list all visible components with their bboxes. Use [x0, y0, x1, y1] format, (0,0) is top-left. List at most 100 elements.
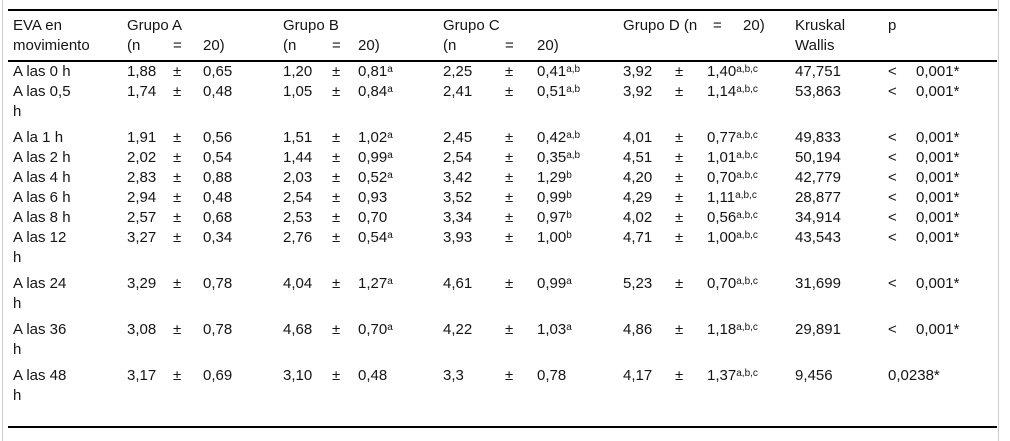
kruskal-wallis-value: 47,751: [795, 63, 841, 80]
plus-minus-sign: ±: [173, 321, 182, 338]
group-a-sd: 0,65: [203, 61, 283, 82]
grupo-b-equals-sign: =: [332, 37, 341, 54]
group-a-sd-value: 0,78: [203, 275, 233, 292]
group-b-sd-superscript: a: [387, 230, 393, 241]
group-d-mean: 4,71: [623, 229, 653, 246]
group-d-sd: 1,00a,b,c: [707, 228, 795, 274]
group-d-sd: 1,18a,b,c: [707, 320, 795, 366]
group-c-sd-value: 1,00: [537, 229, 567, 246]
group-c-sd-superscript: a,b: [566, 150, 581, 161]
plus-minus-sign: ±: [173, 63, 182, 80]
group-d-sd: 1,40a,b,c: [707, 61, 795, 82]
plus-minus-sign: ±: [173, 129, 182, 146]
plus-minus-sign: ±: [675, 169, 684, 186]
group-d-sd-value: 0,56: [707, 209, 737, 226]
group-d-sd-superscript: a,b,c: [736, 170, 758, 181]
column-header-eva-en-movimiento: EVA en movimiento: [13, 17, 90, 54]
group-c-sd-value: 0,35: [537, 149, 567, 166]
group-b-sd-superscript: a: [387, 150, 393, 161]
group-d-sd-value: 1,37: [707, 367, 737, 384]
group-c-sd: 1,03a: [537, 320, 623, 366]
group-a-mean: 3,29: [127, 275, 157, 292]
group-d-mean: 4,01: [623, 129, 653, 146]
group-d-sd-value: 1,14: [707, 83, 737, 100]
table-row: A las 12 h 3,27 ±0,34 2,76 ±0,54a 3,93 ±1,00b 4…: [8, 228, 997, 274]
group-a-sd: 0,48: [203, 188, 283, 208]
row-label: A la 1 h: [13, 129, 64, 146]
table-header: EVA en movimiento Grupo A Grupo B Grupo …: [8, 10, 998, 61]
table-row: A las 48 h 3,17 ±0,69 3,10 ±0,48 3,3 ±0,78 4,17…: [8, 366, 997, 427]
table-row: A las 8 h 2,57 ±0,68 2,53 ±0,70 3,34 ±0,97b 4,0…: [8, 208, 997, 228]
group-c-sd: 0,42a,b: [537, 128, 623, 148]
plus-minus-sign: ±: [332, 321, 341, 338]
group-a-mean: 2,83: [127, 169, 157, 186]
plus-minus-sign: ±: [332, 275, 341, 292]
group-b-sd-value: 1,02: [358, 129, 388, 146]
group-a-sd: 0,54: [203, 148, 283, 168]
grupo-c-n-open: (n: [443, 37, 457, 54]
group-b-sd-value: 0,93: [358, 189, 388, 206]
row-label: A las 36 h: [13, 321, 67, 358]
p-value: 0,001*: [916, 63, 960, 80]
table-row: A las 0 h 1,88 ±0,65 1,20 ±0,81a 2,25 ±0,41a,b…: [8, 61, 997, 82]
group-b-sd: 0,48: [358, 366, 443, 427]
group-c-sd-value: 0,51: [537, 83, 567, 100]
group-b-sd-superscript: a: [387, 276, 393, 287]
group-b-mean: 3,10: [283, 367, 313, 384]
group-b-sd-value: 0,52: [358, 169, 388, 186]
plus-minus-sign: ±: [173, 169, 182, 186]
group-b-sd: 1,02a: [358, 128, 443, 148]
grupo-d-header-spacer: [623, 36, 795, 61]
row-label: A las 2 h: [13, 149, 71, 166]
plus-minus-sign: ±: [173, 83, 182, 100]
plus-minus-sign: ±: [332, 149, 341, 166]
p-value: 0,001*: [916, 169, 960, 186]
group-d-sd: 1,14a,b,c: [707, 82, 795, 128]
p-value: 0,001*: [916, 321, 960, 338]
group-c-sd-superscript: b: [566, 210, 572, 221]
table-row: A las 0,5 h 1,74 ±0,48 1,05 ±0,84a 2,41 ±0,51a…: [8, 82, 997, 128]
plus-minus-sign: ±: [173, 149, 182, 166]
row-label: A las 0,5 h: [13, 83, 71, 120]
group-b-sd: 0,99a: [358, 148, 443, 168]
group-c-sd: 0,99a: [537, 274, 623, 320]
group-a-mean: 3,17: [127, 367, 157, 384]
group-a-sd: 0,88: [203, 168, 283, 188]
plus-minus-sign: ±: [505, 229, 514, 246]
p-less-than-sign: <: [888, 83, 897, 100]
group-b-sd-superscript: a: [387, 170, 393, 181]
group-a-sd-value: 0,69: [203, 367, 233, 384]
group-a-sd: 0,78: [203, 320, 283, 366]
p-value: 0,001*: [916, 149, 960, 166]
column-header-grupo-d: Grupo D (n: [623, 17, 698, 34]
kruskal-wallis-value: 31,699: [795, 275, 841, 292]
group-c-mean: 4,61: [443, 275, 473, 292]
group-d-sd-value: 1,00: [707, 229, 737, 246]
kruskal-wallis-value: 34,914: [795, 209, 841, 226]
group-d-mean: 4,17: [623, 367, 653, 384]
table-row: A las 2 h 2,02 ±0,54 1,44 ±0,99a 2,54 ±0,35a,b…: [8, 148, 997, 168]
group-d-sd-value: 1,18: [707, 321, 737, 338]
group-c-sd-superscript: b: [566, 170, 572, 181]
group-a-sd: 0,68: [203, 208, 283, 228]
group-d-sd-superscript: a,b,c: [736, 130, 758, 141]
plus-minus-sign: ±: [332, 169, 341, 186]
kruskal-wallis-value: 53,863: [795, 83, 841, 100]
group-b-sd-value: 0,70: [358, 321, 388, 338]
group-b-sd: 0,81a: [358, 61, 443, 82]
p-value: 0,001*: [916, 275, 960, 292]
group-c-mean: 3,42: [443, 169, 473, 186]
plus-minus-sign: ±: [675, 275, 684, 292]
kruskal-wallis-value: 43,543: [795, 229, 841, 246]
plus-minus-sign: ±: [675, 83, 684, 100]
plus-minus-sign: ±: [675, 189, 684, 206]
group-c-mean: 2,25: [443, 63, 473, 80]
header-row-1: EVA en movimiento Grupo A Grupo B Grupo …: [8, 10, 997, 54]
group-d-mean: 4,02: [623, 209, 653, 226]
group-a-sd-value: 0,54: [203, 149, 233, 166]
plus-minus-sign: ±: [675, 321, 684, 338]
group-d-mean: 3,92: [623, 63, 653, 80]
plus-minus-sign: ±: [173, 367, 182, 384]
group-b-mean: 1,05: [283, 83, 313, 100]
plus-minus-sign: ±: [675, 63, 684, 80]
